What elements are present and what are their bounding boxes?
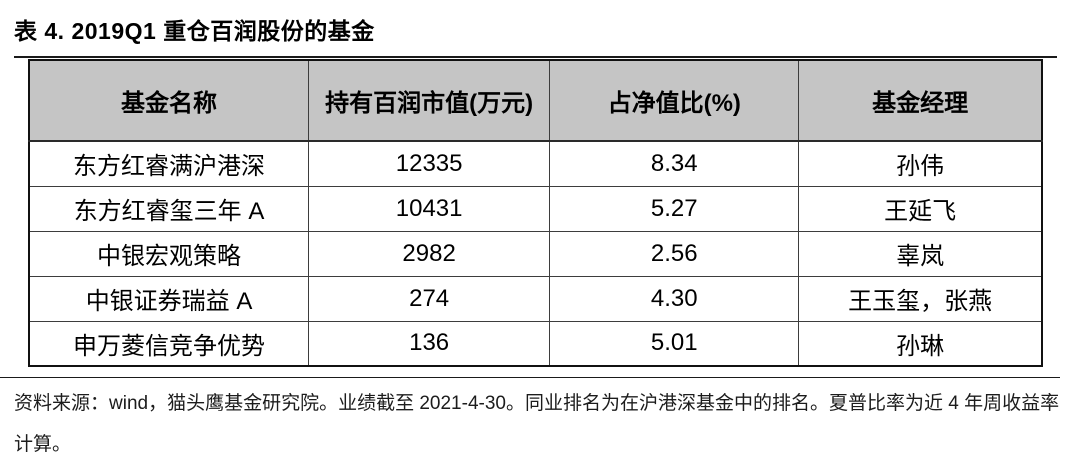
table-row: 东方红睿满沪港深 12335 8.34 孙伟	[28, 140, 1043, 187]
fund-table: 基金名称 持有百润市值(万元) 占净值比(%) 基金经理 东方红睿满沪港深 123…	[28, 59, 1043, 367]
table-cell: 12335	[308, 140, 551, 187]
table-cell: 中银证券瑞益 A	[28, 275, 310, 322]
table-cell: 中银宏观策略	[28, 230, 310, 277]
table-cell: 辜岚	[798, 230, 1043, 277]
table-cell: 10431	[308, 185, 551, 232]
fund-table-body: 东方红睿满沪港深 12335 8.34 孙伟 东方红睿玺三年 A 10431 5.27 王延飞…	[28, 140, 1043, 367]
table-cell: 孙伟	[798, 140, 1043, 187]
table-cell: 王玉玺，张燕	[798, 275, 1043, 322]
fund-table-header: 基金名称 持有百润市值(万元) 占净值比(%) 基金经理	[28, 59, 1043, 142]
header-fund-name: 基金名称	[28, 59, 310, 142]
table-row: 中银证券瑞益 A 274 4.30 王玉玺，张燕	[28, 275, 1043, 322]
table-cell: 5.27	[549, 185, 800, 232]
header-fund-manager: 基金经理	[798, 59, 1043, 142]
table-cell: 4.30	[549, 275, 800, 322]
header-market-value: 持有百润市值(万元)	[308, 59, 551, 142]
table-cell: 东方红睿满沪港深	[28, 140, 310, 187]
footnote-rule	[0, 377, 1060, 378]
table-cell: 东方红睿玺三年 A	[28, 185, 310, 232]
table-cell: 8.34	[549, 140, 800, 187]
table-cell: 王延飞	[798, 185, 1043, 232]
header-row: 基金名称 持有百润市值(万元) 占净值比(%) 基金经理	[28, 59, 1043, 142]
table-row: 申万菱信竞争优势 136 5.01 孙琳	[28, 320, 1043, 367]
table-cell: 孙琳	[798, 320, 1043, 367]
table-cell: 2.56	[549, 230, 800, 277]
table-cell: 申万菱信竞争优势	[28, 320, 310, 367]
title-rule	[14, 56, 1057, 58]
table-title: 表 4. 2019Q1 重仓百润股份的基金	[14, 18, 375, 44]
source-note: 资料来源：wind，猫头鹰基金研究院。业绩截至 2021-4-30。同业排名为在…	[14, 393, 1060, 455]
header-net-value-pct: 占净值比(%)	[549, 59, 800, 142]
table-row: 东方红睿玺三年 A 10431 5.27 王延飞	[28, 185, 1043, 232]
table-cell: 5.01	[549, 320, 800, 367]
table-cell: 274	[308, 275, 551, 322]
table-cell: 136	[308, 320, 551, 367]
table-cell: 2982	[308, 230, 551, 277]
table-row: 中银宏观策略 2982 2.56 辜岚	[28, 230, 1043, 277]
